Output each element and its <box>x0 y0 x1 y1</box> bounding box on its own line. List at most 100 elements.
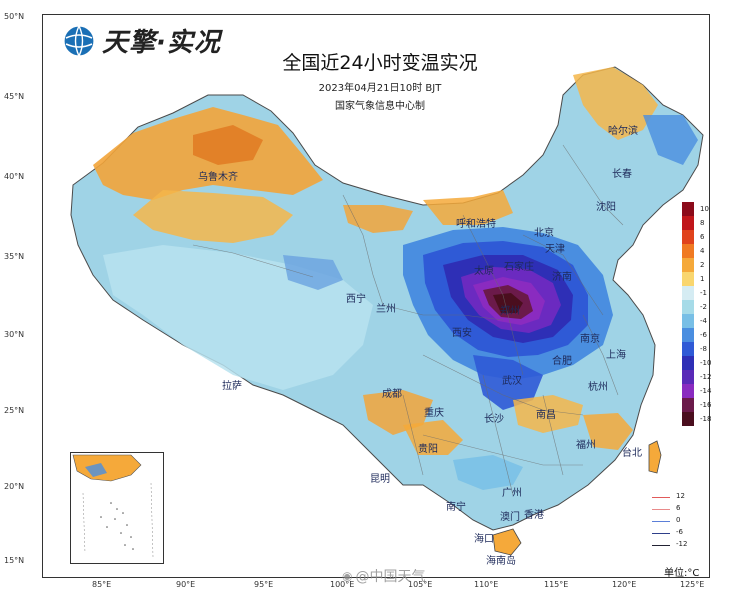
city-label: 上海 <box>606 350 626 361</box>
legend-label: 6 <box>700 233 705 241</box>
city-label: 郑州 <box>500 306 520 317</box>
legend-swatch <box>682 258 694 272</box>
city-label: 北京 <box>534 228 554 239</box>
contour-label: 0 <box>676 516 681 524</box>
city-label: 长春 <box>612 169 632 180</box>
legend-label: -8 <box>700 345 707 353</box>
contour-row: 0 <box>652 516 712 526</box>
legend-label: 4 <box>700 247 705 255</box>
city-label: 澳门 <box>500 512 520 523</box>
lat-label-50: 50°N <box>4 12 25 21</box>
contour-label: -6 <box>676 528 683 536</box>
lat-label-30: 30°N <box>4 330 25 339</box>
city-label: 哈尔滨 <box>608 126 638 137</box>
title-block: 全国近24小时变温实况 2023年04月21日10时 BJT 国家气象信息中心制 <box>240 48 520 112</box>
lon-label-125: 125°E <box>680 580 705 589</box>
watermark-text: @中国天气 <box>355 569 426 585</box>
lat-label-40: 40°N <box>4 172 25 181</box>
lat-label-15: 15°N <box>4 556 25 565</box>
city-label: 海口 <box>474 534 494 545</box>
legend-label: -14 <box>700 387 712 395</box>
city-label: 太原 <box>474 266 494 277</box>
map-title: 全国近24小时变温实况 <box>282 52 478 74</box>
contour-line-icon <box>652 521 670 522</box>
legend-label: -4 <box>700 317 707 325</box>
lon-label-105: 105°E <box>408 580 433 589</box>
legend-swatch <box>682 300 694 314</box>
legend-swatch <box>682 412 694 426</box>
city-label: 西宁 <box>346 294 366 305</box>
city-label: 成都 <box>382 389 402 400</box>
legend-label: -2 <box>700 303 707 311</box>
contour-row: -6 <box>652 528 712 538</box>
lat-label-20: 20°N <box>4 482 25 491</box>
map-producer: 国家气象信息中心制 <box>335 101 425 112</box>
city-label: 贵阳 <box>418 444 438 455</box>
legend-swatch <box>682 244 694 258</box>
contour-line-icon <box>652 533 670 534</box>
legend-swatch <box>682 328 694 342</box>
city-label: 福州 <box>576 440 596 451</box>
legend-label: -12 <box>700 373 712 381</box>
city-label: 台北 <box>622 448 642 459</box>
city-label: 南昌 <box>536 410 556 421</box>
contour-line-icon <box>652 509 670 510</box>
lat-label-45: 45°N <box>4 92 25 101</box>
legend-swatch <box>682 398 694 412</box>
city-label: 武汉 <box>502 376 522 387</box>
lon-label-110: 110°E <box>474 580 499 589</box>
lon-label-120: 120°E <box>612 580 637 589</box>
city-label: 重庆 <box>424 408 444 419</box>
contour-line-icon <box>652 497 670 498</box>
city-label: 昆明 <box>370 474 390 485</box>
lat-label-25: 25°N <box>4 406 25 415</box>
lon-label-95: 95°E <box>254 580 274 589</box>
legend-swatch <box>682 370 694 384</box>
city-label: 南京 <box>580 334 600 345</box>
tianqing-logo: 天擎·实况 <box>62 22 221 59</box>
globe-icon <box>63 24 95 57</box>
logo-text: 天擎·实况 <box>102 28 221 58</box>
lon-label-115: 115°E <box>544 580 569 589</box>
lon-label-90: 90°E <box>176 580 196 589</box>
lat-label-35: 35°N <box>4 252 25 261</box>
city-label: 石家庄 <box>504 262 534 273</box>
legend-label: -16 <box>700 401 712 409</box>
legend-label: -6 <box>700 331 707 339</box>
city-label: 天津 <box>545 244 565 255</box>
city-label: 拉萨 <box>222 381 242 392</box>
unit-label: 单位:°C <box>664 568 700 579</box>
legend-label: 1 <box>700 275 705 283</box>
city-label: 呼和浩特 <box>456 219 496 230</box>
city-label: 海南岛 <box>486 556 516 567</box>
lon-label-85: 85°E <box>92 580 112 589</box>
legend-swatch <box>682 272 694 286</box>
legend-swatch <box>682 202 694 216</box>
map-datetime: 2023年04月21日10时 BJT <box>318 83 442 94</box>
inset-map <box>71 453 163 563</box>
legend-swatch <box>682 356 694 370</box>
legend-swatch <box>682 286 694 300</box>
legend-label: -18 <box>700 415 712 423</box>
hainan-island <box>492 528 522 556</box>
legend-label: 2 <box>700 261 705 269</box>
city-label: 兰州 <box>376 304 396 315</box>
city-label: 长沙 <box>484 414 504 425</box>
contour-label: 6 <box>676 504 681 512</box>
city-label: 济南 <box>552 272 572 283</box>
city-label: 杭州 <box>588 382 608 393</box>
city-label: 香港 <box>524 510 544 521</box>
legend-swatch <box>682 384 694 398</box>
contour-row: 12 <box>652 492 712 502</box>
legend-swatch <box>682 230 694 244</box>
legend-swatch <box>682 216 694 230</box>
weibo-icon: ◉ <box>342 569 353 583</box>
contour-line-icon <box>652 545 670 546</box>
watermark: ◉ @中国天气 <box>342 566 425 586</box>
city-label: 西安 <box>452 328 472 339</box>
lon-label-100: 100°E <box>330 580 355 589</box>
contour-row: -12 <box>652 540 712 550</box>
legend-label: 10 <box>700 205 709 213</box>
contour-row: 6 <box>652 504 712 514</box>
city-label: 乌鲁木齐 <box>198 172 238 183</box>
